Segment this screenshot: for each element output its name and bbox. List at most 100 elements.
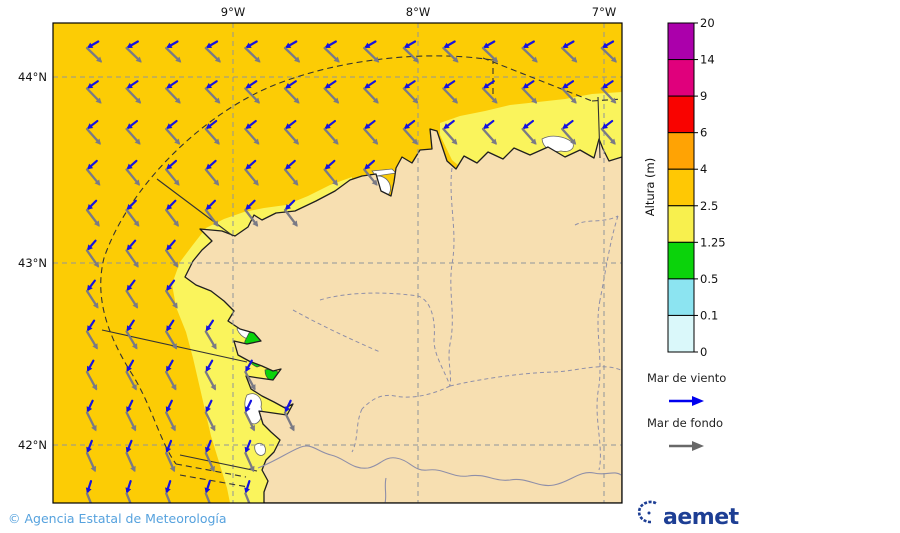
marine-zone-boundary-solid xyxy=(156,178,234,237)
wind-sea-arrow-head xyxy=(443,42,450,48)
river-line xyxy=(384,477,387,503)
wind-sea-arrow-head xyxy=(87,82,94,89)
swell-arrow-head xyxy=(411,138,418,145)
wind-sea-arrow-head xyxy=(126,163,133,170)
swell-arrow-head xyxy=(610,97,617,104)
marine-zone-boundary-solid xyxy=(179,454,258,472)
colorbar-band xyxy=(667,22,695,61)
swell-arrow-head xyxy=(570,97,577,104)
wind-sea-arrow-head xyxy=(522,42,529,48)
swell-arrow-head xyxy=(95,138,101,145)
swell-arrow-head xyxy=(609,138,616,145)
swell-arrow-head xyxy=(531,97,538,104)
wind-sea-arrow-head xyxy=(285,123,292,129)
swell-arrow-head xyxy=(610,56,617,63)
wind-sea-arrow-head xyxy=(245,365,251,372)
swell-arrow-head xyxy=(333,56,340,63)
swell-arrow-head xyxy=(250,384,256,391)
wind-sea-arrow-head xyxy=(205,365,212,372)
colorbar-band xyxy=(667,132,695,170)
colorbar-tick-label: 1.25 xyxy=(700,235,726,249)
map-area xyxy=(53,23,622,503)
swell-arrow-head xyxy=(530,138,537,145)
swell-arrow-head xyxy=(289,425,295,432)
wind-sea-arrow-head xyxy=(126,203,133,210)
wind-sea-arrow-head xyxy=(483,42,490,48)
wind-sea-arrow-head xyxy=(364,82,371,89)
longitude-tick-label: 7°W xyxy=(592,5,616,19)
province-border xyxy=(361,385,451,410)
colorbar-tick-label: 0 xyxy=(700,345,707,359)
swell-arrow-head xyxy=(213,138,220,145)
swell-arrow-head xyxy=(130,425,137,432)
wind-sea-arrow-head xyxy=(166,163,173,170)
marine-zone-boundary-dashed xyxy=(179,474,249,488)
swell-arrow-head xyxy=(492,56,499,63)
wind-sea-arrow-icon xyxy=(669,396,704,406)
swell-arrow-head xyxy=(95,97,102,104)
wind-sea-arrow-head xyxy=(364,163,371,170)
swell-arrow-head xyxy=(294,56,301,63)
wind-sea-arrow-head xyxy=(562,42,569,48)
longitude-tick-label: 8°W xyxy=(406,5,430,19)
marine-zone-boundary-dashed xyxy=(591,98,622,102)
wind-sea-arrow-head xyxy=(204,487,211,494)
wind-sea-arrow-head xyxy=(87,42,94,48)
swell-arrow-head xyxy=(372,138,379,145)
swell-arrow-head xyxy=(332,138,339,145)
latitude-tick-label: 44°N xyxy=(18,70,47,84)
colorbar-tick-label: 14 xyxy=(700,53,715,67)
swell-arrow-head xyxy=(92,302,99,309)
wind-sea-arrow-head xyxy=(126,123,133,129)
swell-arrow xyxy=(204,492,211,503)
aemet-logo: aemet xyxy=(637,500,740,530)
wind-sea-arrow-head xyxy=(126,244,133,251)
colorbar-band xyxy=(667,241,695,280)
swell-arrow-head xyxy=(451,97,458,104)
wind-sea-arrow-head xyxy=(245,123,252,129)
province-border xyxy=(448,167,455,387)
wind-sea-arrow-head xyxy=(245,42,252,48)
swell-label: Mar de fondo xyxy=(647,416,723,430)
wind-sea-arrow-head xyxy=(165,406,172,413)
swell-arrow xyxy=(244,492,251,503)
longitude-tick-label: 9°W xyxy=(221,5,245,19)
swell-arrow-head xyxy=(92,343,98,350)
swell-arrow-head xyxy=(131,343,138,350)
colorbar-band xyxy=(667,278,695,316)
wind-sea-arrow-head xyxy=(562,82,569,89)
wind-sea-arrow-head xyxy=(87,244,93,251)
plot-border xyxy=(52,22,623,504)
swell-arrow xyxy=(125,492,132,503)
wind-sea-arrow-head xyxy=(125,487,132,494)
wind-sea-arrow-head xyxy=(166,203,173,210)
swell-arrow-head xyxy=(333,97,340,104)
wind-sea-arrow-head xyxy=(324,123,331,129)
swell-arrow-head xyxy=(134,138,141,145)
wind-sea-arrow-head xyxy=(443,123,450,129)
swell-arrow-head xyxy=(133,261,139,268)
wind-sea-arrow-head xyxy=(483,82,490,89)
wind-sea-arrow-head xyxy=(205,203,212,210)
wind-sea-arrow-head xyxy=(165,487,171,494)
swell-arrow-head xyxy=(332,179,338,186)
swell-arrow-head xyxy=(175,56,182,63)
province-border xyxy=(351,408,363,453)
swell-arrow-head xyxy=(293,138,299,145)
swell-arrow-head xyxy=(172,302,178,309)
swell-arrow-head xyxy=(93,261,100,268)
wind-sea-arrow-head xyxy=(245,406,251,413)
swell-arrow-head xyxy=(134,179,140,186)
swell-arrow-head xyxy=(94,179,101,186)
colorbar-title: Altura (m) xyxy=(643,158,657,216)
swell-arrow-head xyxy=(491,97,498,104)
wind-sea-arrow-head xyxy=(601,42,609,48)
swell-arrow-head xyxy=(252,220,259,227)
wind-sea-arrow-head xyxy=(483,123,490,129)
wind-sea-arrow-head xyxy=(562,123,569,129)
wind-sea-arrow-head xyxy=(205,325,212,332)
marine-zone-boundary-solid xyxy=(597,96,601,159)
colorbar-tick-label: 6 xyxy=(700,126,707,140)
